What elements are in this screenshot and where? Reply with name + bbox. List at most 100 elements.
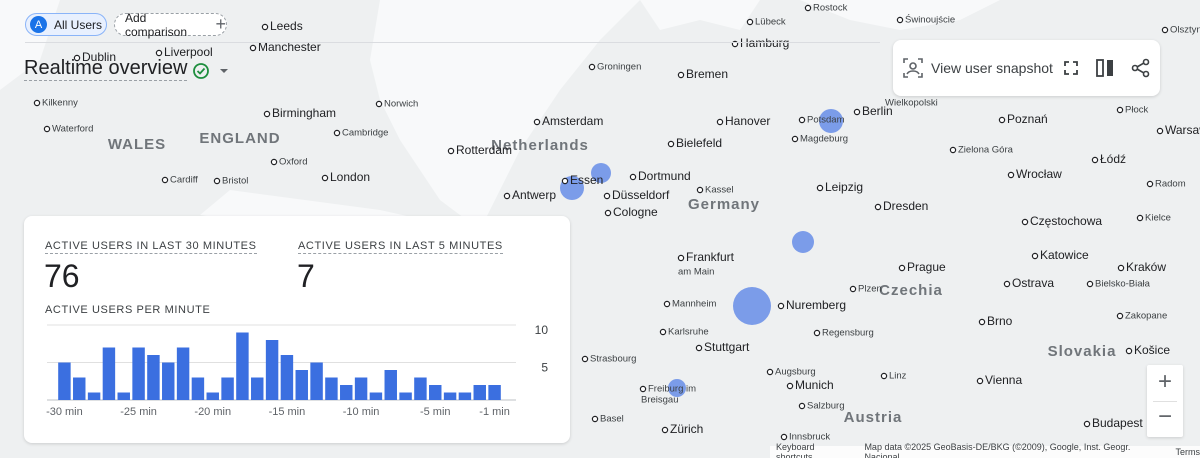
bar: [58, 362, 71, 400]
city-label: Zielona Góra: [958, 145, 1014, 156]
snapshot-icon: [903, 58, 923, 78]
city-label: Bremen: [686, 67, 728, 81]
city-label: Kielce: [1145, 213, 1171, 224]
city-label: Ostrava: [1012, 276, 1054, 290]
bar: [280, 355, 294, 400]
city-label: London: [330, 170, 370, 184]
x-tick-label: -10 min: [343, 406, 380, 418]
divider: [25, 42, 880, 43]
dropdown-caret[interactable]: [220, 69, 228, 73]
city-dot: [591, 415, 599, 423]
y-tick-label: 10: [535, 323, 549, 337]
zoom-out[interactable]: −: [1157, 403, 1172, 430]
bar: [429, 385, 442, 400]
city-dot: [33, 99, 41, 107]
city-dot: [696, 186, 704, 194]
bar: [265, 340, 279, 400]
city-dot: [249, 44, 257, 52]
bar: [399, 392, 412, 400]
country-label: WALES: [108, 136, 166, 153]
segment-chip[interactable]: A All Users: [25, 13, 107, 36]
city-dot: [261, 23, 269, 31]
share-icon[interactable]: [1131, 58, 1151, 78]
city-dot: [1136, 214, 1144, 222]
check-icon: [193, 63, 209, 79]
fullscreen-icon[interactable]: [1063, 60, 1079, 76]
city-dot: [1146, 180, 1154, 188]
city-label: Mannheim: [672, 299, 716, 310]
city-dot: [561, 177, 569, 185]
y-tick-label: 5: [541, 361, 548, 375]
add-comparison[interactable]: Add comparison +: [114, 10, 227, 39]
map-attribution: Map data ©2025 GeoBasis-DE/BKG (©2009), …: [864, 442, 1131, 458]
city-label: Hamburg: [740, 36, 789, 50]
add-comparison-label: Add comparison: [125, 10, 188, 39]
city-dot: [1007, 171, 1015, 179]
city-dot: [321, 174, 329, 182]
city-label: Innsbruck: [789, 432, 830, 443]
city-dot: [661, 426, 669, 434]
city-dot: [716, 118, 724, 126]
sea: [640, 0, 760, 30]
bar: [147, 355, 160, 400]
city-dot: [998, 116, 1006, 124]
metric-label[interactable]: ACTIVE USERS IN LAST 5 MINUTES: [298, 240, 503, 254]
city-label: Zakopane: [1125, 311, 1167, 322]
city-label: Cambridge: [342, 128, 388, 139]
city-label: Karlsruhe: [668, 327, 709, 338]
bar: [340, 385, 353, 400]
city-label: Prague: [907, 260, 946, 274]
city-label: Zürich: [670, 422, 703, 436]
city-dot: [667, 140, 675, 148]
city-label: Bristol: [222, 176, 248, 187]
city-dot: [791, 135, 799, 143]
city-label: Vienna: [985, 373, 1022, 387]
city-label: Poznań: [1007, 112, 1048, 126]
bar: [236, 332, 249, 400]
x-tick-label: -15 min: [269, 406, 306, 418]
city-dot: [874, 203, 882, 211]
city-dot: [1116, 312, 1124, 320]
terms-link[interactable]: Terms: [1175, 447, 1200, 457]
bar: [295, 370, 308, 400]
segment-badge: A: [30, 16, 47, 33]
segment-label: All Users: [54, 17, 103, 32]
city-label: Nuremberg: [786, 298, 846, 312]
city-label: am Main: [678, 267, 714, 278]
city-dot: [333, 129, 341, 137]
view-user-snapshot[interactable]: View user snapshot: [931, 60, 1053, 76]
city-label: Linz: [889, 371, 907, 382]
city-dot: [155, 49, 163, 57]
city-label: Leipzig: [825, 180, 863, 194]
zoom-controls: + −: [1147, 365, 1183, 437]
city-label: Freiburg im: [648, 384, 696, 395]
city-dot: [533, 118, 541, 126]
city-dot: [853, 108, 861, 116]
bar: [369, 392, 383, 400]
city-dot: [629, 173, 637, 181]
city-dot: [663, 300, 671, 308]
city-label: Strasbourg: [590, 354, 636, 365]
city-label: Płock: [1125, 105, 1148, 116]
city-label: Katowice: [1040, 248, 1089, 262]
city-label: Olsztyn: [1170, 25, 1200, 36]
city-dot: [1156, 127, 1164, 135]
city-dot: [976, 377, 984, 385]
bar: [132, 347, 145, 400]
city-dot: [659, 328, 667, 336]
city-label: Rostock: [813, 3, 848, 14]
metric-label[interactable]: ACTIVE USERS IN LAST 30 MINUTES: [45, 240, 257, 254]
bar: [458, 392, 472, 400]
city-dot: [1125, 347, 1133, 355]
city-label: Dresden: [883, 199, 928, 213]
zoom-in[interactable]: +: [1157, 368, 1172, 395]
city-label: Częstochowa: [1030, 214, 1102, 228]
keyboard-shortcuts[interactable]: Keyboard shortcuts: [776, 442, 815, 458]
realtime-card: ACTIVE USERS IN LAST 30 MINUTES 76 ACTIV…: [24, 216, 570, 443]
compare-icon[interactable]: [1095, 58, 1115, 78]
title-icons: [193, 63, 228, 79]
city-dot: [603, 192, 611, 200]
city-dot: [503, 192, 511, 200]
city-dot: [677, 254, 685, 262]
